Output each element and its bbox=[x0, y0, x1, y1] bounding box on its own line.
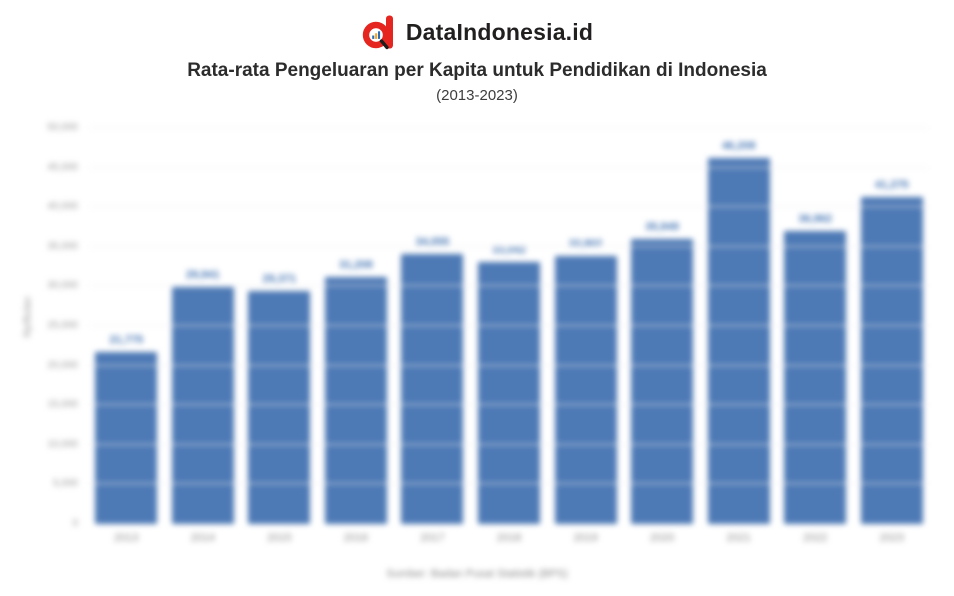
plot-area: 21,775 29,941 29,371 31,208 34,055 33,042 33,8… bbox=[47, 122, 930, 529]
bar-slot: 31,208 bbox=[318, 128, 395, 524]
bar-slot: 33,802 bbox=[547, 128, 624, 524]
x-tick-label: 2017 bbox=[420, 532, 445, 544]
bar-slot: 33,042 bbox=[471, 128, 548, 524]
bar-value-label: 41,275 bbox=[874, 179, 909, 192]
y-tick-label: 35,000 bbox=[47, 240, 78, 252]
x-tick-label: 2013 bbox=[114, 532, 139, 544]
y-tick-label: 50,000 bbox=[47, 122, 78, 133]
bar-slot: 36,962 bbox=[777, 128, 854, 524]
gridline bbox=[88, 364, 930, 366]
y-tick-label: 15,000 bbox=[47, 399, 78, 411]
gridline bbox=[88, 404, 930, 406]
bar-value-label: 29,941 bbox=[185, 268, 220, 281]
x-tick-label: 2023 bbox=[879, 532, 904, 544]
source-caption: Sumber: Badan Pusat Statistik (BPS) bbox=[386, 568, 568, 580]
x-tick-label: 2015 bbox=[267, 532, 292, 544]
bars-row: 21,775 29,941 29,371 31,208 34,055 33,042 33,8… bbox=[88, 128, 930, 524]
bar-2019 bbox=[554, 256, 617, 524]
y-tick-label: 45,000 bbox=[47, 161, 78, 173]
bar-value-label: 35,949 bbox=[645, 221, 679, 234]
bar-slot: 46,208 bbox=[700, 128, 777, 524]
y-tick-label: 20,000 bbox=[47, 359, 78, 371]
gridline bbox=[88, 285, 930, 287]
x-tick-label: 2016 bbox=[343, 532, 369, 544]
y-axis-title: Rp/Bulan bbox=[22, 296, 34, 338]
bar-2013 bbox=[95, 351, 158, 524]
y-tick-label: 40,000 bbox=[47, 201, 78, 213]
bar-2021 bbox=[707, 158, 770, 524]
gridline bbox=[88, 245, 930, 247]
bar-value-label: 33,802 bbox=[568, 238, 603, 251]
bar-2023 bbox=[860, 197, 923, 524]
x-tick-label: 2021 bbox=[726, 532, 751, 544]
gridline bbox=[88, 206, 930, 208]
bar-slot: 34,055 bbox=[394, 128, 471, 524]
y-tick-label: 25,000 bbox=[47, 320, 78, 331]
chart-subtitle: (2013-2023) bbox=[436, 87, 518, 104]
bar-value-label: 46,208 bbox=[721, 140, 756, 152]
bar-slot: 35,949 bbox=[624, 128, 701, 524]
bar-value-label: 31,208 bbox=[339, 258, 373, 271]
x-tick-label: 2020 bbox=[649, 532, 675, 544]
bar-value-label: 33,042 bbox=[492, 244, 526, 257]
y-tick-label: 5,000 bbox=[52, 478, 78, 490]
y-tick-label: 0 bbox=[72, 518, 78, 529]
bar-slot: 29,941 bbox=[165, 128, 242, 524]
bar-value-label: 34,055 bbox=[415, 236, 450, 249]
bar-slot: 21,775 bbox=[88, 128, 165, 524]
gridline bbox=[88, 166, 930, 168]
gridline bbox=[88, 325, 930, 326]
bar-2017 bbox=[401, 254, 464, 524]
x-tick-label: 2019 bbox=[573, 532, 598, 544]
x-tick-label: 2014 bbox=[190, 532, 216, 544]
bar-2022 bbox=[784, 231, 847, 524]
bar-2015 bbox=[248, 291, 311, 524]
gridline bbox=[88, 443, 930, 445]
y-tick-label: 10,000 bbox=[47, 438, 78, 450]
chart-title: Rata-rata Pengeluaran per Kapita untuk P… bbox=[187, 60, 767, 81]
bar-slot: 41,275 bbox=[853, 128, 930, 524]
bar-2020 bbox=[631, 239, 694, 524]
x-tick-label: 2018 bbox=[496, 532, 522, 544]
bar-value-label: 21,775 bbox=[109, 333, 144, 346]
gridline bbox=[88, 127, 930, 128]
bar-slot: 29,371 bbox=[241, 128, 318, 524]
x-tick-label: 2022 bbox=[802, 532, 828, 544]
brand-wordmark: DataIndonesia.id bbox=[405, 18, 594, 45]
bar-2014 bbox=[171, 286, 234, 524]
bar-2016 bbox=[324, 276, 387, 524]
x-axis-labels: 2013 2014 2015 2016 2017 2018 2019 2020 2021 2022… bbox=[88, 532, 930, 544]
bar-value-label: 36,962 bbox=[798, 213, 833, 226]
bar-2018 bbox=[478, 262, 540, 524]
brand-header: DataIndonesia.id bbox=[0, 13, 954, 51]
y-tick-label: 30,000 bbox=[47, 280, 78, 292]
dataindonesia-logo-icon bbox=[362, 15, 393, 50]
gridline bbox=[88, 483, 930, 485]
bar-value-label: 29,371 bbox=[262, 273, 297, 286]
